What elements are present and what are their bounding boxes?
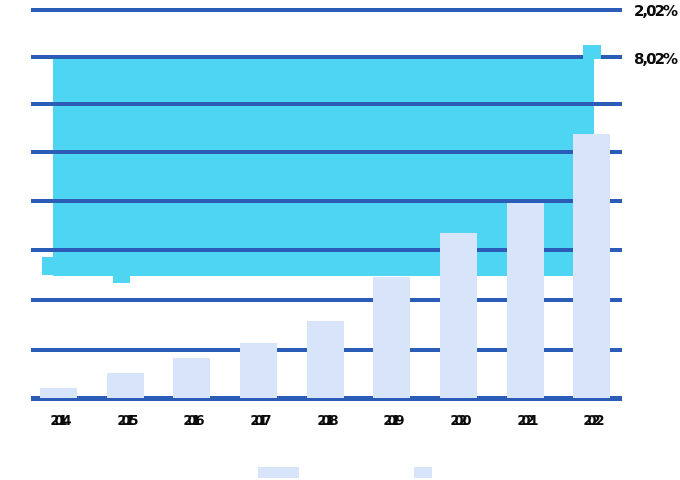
- x-tick-label: 2022: [583, 414, 604, 429]
- bar-2014[interactable]: [40, 388, 77, 398]
- bar-2017[interactable]: [240, 343, 277, 398]
- bar-2019[interactable]: [373, 277, 410, 398]
- x-tick-label: 2016: [183, 414, 204, 429]
- x-axis-line: [31, 396, 622, 401]
- gridline: [31, 102, 622, 106]
- legend-swatch-2[interactable]: [414, 467, 432, 478]
- cyan-main-block: [53, 57, 594, 276]
- x-tick-label: 2018: [317, 414, 338, 429]
- right-axis-label: 8,02%: [634, 50, 678, 68]
- gridline: [31, 150, 622, 154]
- gridline: [31, 8, 622, 12]
- gridline: [31, 248, 622, 252]
- x-tick-label: 2020: [450, 414, 471, 429]
- gridline: [31, 199, 622, 203]
- x-tick-label: 2019: [383, 414, 404, 429]
- bar-2018[interactable]: [307, 321, 344, 398]
- bar-2022[interactable]: [573, 134, 610, 398]
- x-tick-label: 2017: [250, 414, 271, 429]
- x-tick-label: 2014: [50, 414, 71, 429]
- bar-2020[interactable]: [440, 233, 477, 398]
- cyan-left-tab: [42, 257, 53, 275]
- legend-swatch-1[interactable]: [258, 467, 299, 478]
- right-axis-label: 2,02%: [634, 2, 678, 20]
- bar-2021[interactable]: [507, 203, 544, 398]
- gridline: [31, 298, 622, 302]
- x-tick-label: 2021: [517, 414, 538, 429]
- gridline: [31, 55, 622, 59]
- cyan-bottom-tab: [113, 276, 130, 283]
- x-tick-label: 2015: [117, 414, 138, 429]
- bar-2015[interactable]: [107, 373, 144, 398]
- cyan-topright-tab: [583, 45, 601, 59]
- bar-2016[interactable]: [173, 358, 210, 398]
